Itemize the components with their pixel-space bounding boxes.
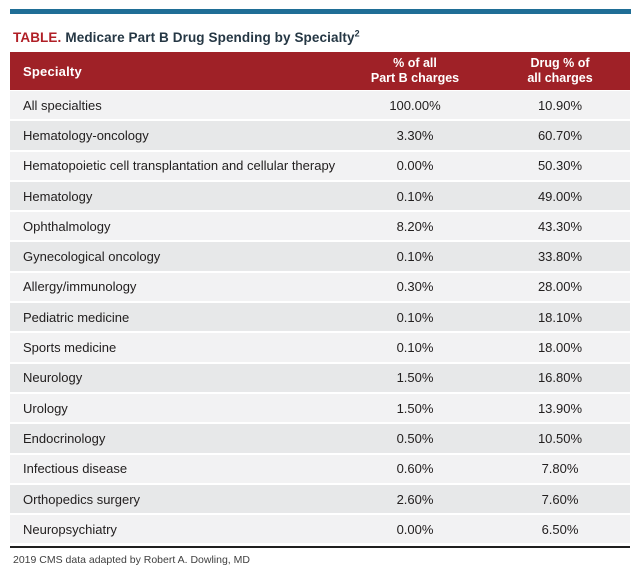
part-b-pct-cell: 0.50% <box>396 430 434 446</box>
part-b-pct-cell: 0.00% <box>396 158 434 174</box>
drug-pct-cell: 13.90% <box>537 400 583 416</box>
table-row: Neurology 1.50% 16.80% <box>10 363 630 394</box>
part-b-pct-cell: 8.20% <box>396 218 434 234</box>
specialty-cell: Neurology <box>23 370 83 386</box>
drug-pct-cell: 43.30% <box>537 218 583 234</box>
header-part-b-line2: Part B charges <box>370 71 460 85</box>
bottom-rule <box>10 546 630 549</box>
part-b-pct-cell: 0.10% <box>396 309 434 325</box>
part-b-pct-cell: 0.10% <box>396 188 434 204</box>
drug-pct-cell: 18.00% <box>537 340 583 356</box>
drug-pct-cell: 16.80% <box>537 370 583 386</box>
source-footnote: 2019 CMS data adapted by Robert A. Dowli… <box>13 554 250 567</box>
table-body: All specialties 100.00% 10.90% Hematolog… <box>10 91 630 546</box>
specialty-cell: All specialties <box>23 97 102 113</box>
drug-pct-cell: 60.70% <box>537 127 583 143</box>
drug-pct-cell: 33.80% <box>537 249 583 265</box>
table-row: Hematopoietic cell transplantation and c… <box>10 151 630 182</box>
table-label: TABLE. <box>13 30 62 45</box>
drug-pct-cell: 6.50% <box>541 521 579 537</box>
header-drug-line2: all charges <box>527 71 593 85</box>
specialty-cell: Neuropsychiatry <box>23 521 117 537</box>
specialty-cell: Allergy/immunology <box>23 279 137 295</box>
part-b-pct-cell: 3.30% <box>396 127 434 143</box>
part-b-pct-cell: 2.60% <box>396 491 434 507</box>
specialty-cell: Urology <box>23 400 68 416</box>
drug-pct-cell: 49.00% <box>537 188 583 204</box>
specialty-cell: Gynecological oncology <box>23 249 161 265</box>
drug-pct-cell: 7.60% <box>541 491 579 507</box>
table-row: All specialties 100.00% 10.90% <box>10 91 630 122</box>
part-b-pct-cell: 1.50% <box>396 370 434 386</box>
table-row: Orthopedics surgery 2.60% 7.60% <box>10 484 630 516</box>
drug-pct-cell: 10.50% <box>537 430 583 446</box>
part-b-pct-cell: 1.50% <box>396 400 434 416</box>
drug-pct-cell: 10.90% <box>537 97 583 113</box>
table-row: Ophthalmology 8.20% 43.30% <box>10 212 630 243</box>
drug-pct-cell: 18.10% <box>537 309 583 325</box>
header-specialty: Specialty <box>23 63 82 79</box>
table-title: TABLE. Medicare Part B Drug Spending by S… <box>10 29 631 46</box>
table-row: Hematology-oncology 3.30% 60.70% <box>10 121 630 152</box>
top-accent-bar <box>10 9 631 14</box>
header-part-b-line1: % of all <box>393 56 437 70</box>
part-b-pct-cell: 0.60% <box>396 461 434 477</box>
header-drug-line1: Drug % of <box>530 56 590 70</box>
part-b-pct-cell: 0.10% <box>396 340 434 356</box>
specialty-cell: Hematology <box>23 188 93 204</box>
figure-inner: TABLE. Medicare Part B Drug Spending by S… <box>0 9 638 566</box>
drug-pct-cell: 7.80% <box>541 461 579 477</box>
table-row: Infectious disease 0.60% 7.80% <box>10 454 630 485</box>
part-b-pct-cell: 0.00% <box>396 521 434 537</box>
table-row: Sports medicine 0.10% 18.00% <box>10 333 630 364</box>
table-header-row: Specialty % of all Part B charges Drug %… <box>10 52 630 90</box>
table-row: Neuropsychiatry 0.00% 6.50% <box>10 515 630 546</box>
drug-pct-cell: 28.00% <box>537 279 583 295</box>
drug-pct-cell: 50.30% <box>537 158 583 174</box>
header-drug-charges: Drug % of all charges <box>490 56 630 86</box>
specialty-cell: Hematopoietic cell transplantation and c… <box>23 158 336 174</box>
table-row: Gynecological oncology 0.10% 33.80% <box>10 242 630 273</box>
table-title-superscript: 2 <box>354 28 360 39</box>
header-part-b-charges: % of all Part B charges <box>340 56 490 86</box>
specialty-cell: Sports medicine <box>23 340 117 356</box>
table-row: Allergy/immunology 0.30% 28.00% <box>10 272 630 304</box>
table-row: Pediatric medicine 0.10% 18.10% <box>10 303 630 334</box>
specialty-cell: Pediatric medicine <box>23 309 130 325</box>
table-row: Hematology 0.10% 49.00% <box>10 181 630 213</box>
part-b-pct-cell: 100.00% <box>389 97 441 113</box>
specialty-cell: Infectious disease <box>23 461 128 477</box>
part-b-pct-cell: 0.10% <box>396 249 434 265</box>
specialty-cell: Orthopedics surgery <box>23 491 141 507</box>
table-row: Endocrinology 0.50% 10.50% <box>10 424 630 455</box>
part-b-pct-cell: 0.30% <box>396 279 434 295</box>
data-table: Specialty % of all Part B charges Drug %… <box>10 52 630 549</box>
table-row: Urology 1.50% 13.90% <box>10 393 630 425</box>
table-title-text: Medicare Part B Drug Spending by Special… <box>65 30 355 45</box>
specialty-cell: Ophthalmology <box>23 218 111 234</box>
specialty-cell: Hematology-oncology <box>23 127 149 143</box>
specialty-cell: Endocrinology <box>23 430 106 446</box>
